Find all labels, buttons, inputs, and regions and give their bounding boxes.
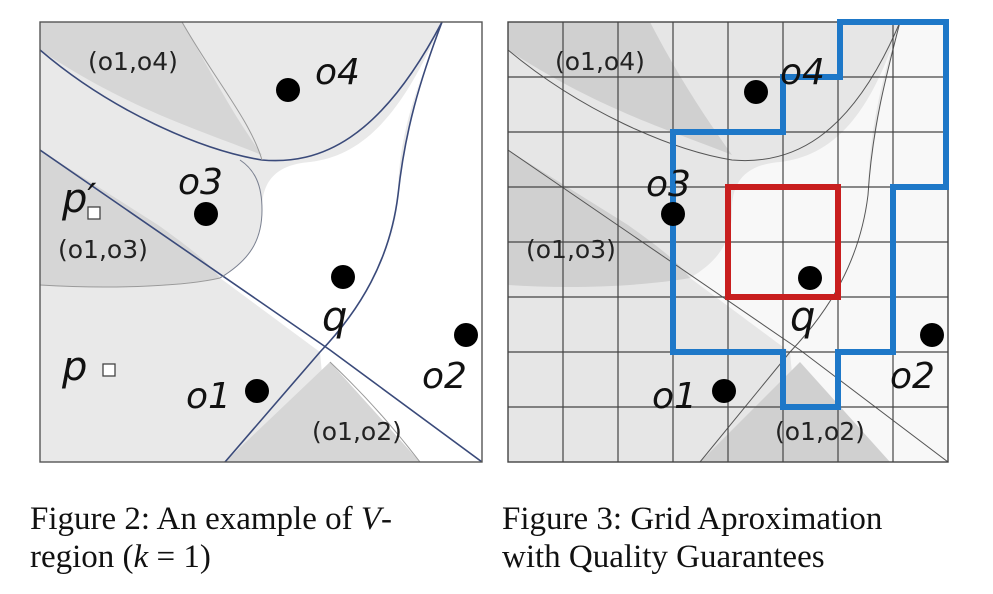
fig2-caption-k: k — [133, 539, 149, 575]
fig2-label-o2: o2 — [422, 356, 467, 397]
fig3-label-o1: o1 — [652, 376, 697, 417]
fig3-label-o1-o4: (o1,o4) — [555, 47, 645, 76]
fig2-frame — [39, 21, 483, 463]
fig2-point-o3 — [194, 202, 218, 226]
fig2-region-o1-o4 — [40, 22, 262, 155]
fig3-boundary-o4 — [508, 22, 901, 162]
fig2-boundary-q — [224, 22, 443, 462]
fig2-faint-curve-1 — [181, 22, 263, 161]
fig2-faint-curve-3 — [329, 361, 421, 462]
fig2-point-o1 — [245, 379, 269, 403]
fig3-label-q: q — [790, 294, 815, 340]
fig2-caption-line2-prefix: region ( — [30, 539, 134, 575]
fig2-caption: Figure 2: An example of V- region (k = 1… — [30, 500, 492, 576]
fig2-region-o1-o2 — [225, 362, 420, 462]
fig3-frame — [507, 21, 949, 463]
fig3-boundary-q — [699, 22, 901, 462]
fig3-label-o3: o3 — [646, 164, 691, 205]
fig3-region-o1-o2 — [700, 362, 890, 462]
fig2-v-region-inner — [220, 22, 442, 352]
fig3-label-o4: o4 — [780, 52, 825, 93]
fig3-caption-line2: with Quality Guarantees — [502, 539, 825, 575]
fig2-label-o1: o1 — [186, 376, 231, 417]
fig2-label-p-prime: p′ — [61, 176, 96, 222]
fig3-label-o1-o2: (o1,o2) — [775, 417, 865, 446]
fig3-red-square — [725, 184, 841, 300]
fig3-point-q — [798, 266, 822, 290]
fig2-boundary-o3-lens — [219, 159, 263, 279]
fig2-caption-v: V — [360, 501, 382, 537]
figure-2 — [40, 22, 482, 462]
fig2-point-q — [331, 265, 355, 289]
fig2-caption-suffix: - — [381, 501, 393, 537]
fig2-label-o1-o3: (o1,o3) — [58, 235, 148, 264]
fig2-caption-line2-suffix: = 1) — [148, 539, 211, 575]
fig2-point-o4 — [276, 78, 300, 102]
fig2-label-p: p — [61, 344, 87, 390]
fig3-label-o1-o3: (o1,o3) — [526, 235, 616, 264]
fig3-point-o3 — [661, 202, 685, 226]
fig3-region-o1-o4 — [508, 22, 732, 155]
fig2-faint-curve-2 — [40, 277, 221, 288]
fig2-label-o1-o4: (o1,o4) — [88, 47, 178, 76]
fig2-label-q: q — [322, 294, 347, 340]
fig3-point-o4 — [744, 80, 768, 104]
fig3-blue-outline — [670, 19, 949, 410]
fig3-region-o1-o3 — [508, 150, 690, 288]
fig3-label-o2: o2 — [890, 356, 935, 397]
fig2-boundary-o4 — [40, 22, 443, 162]
fig2-point-o2 — [454, 323, 478, 347]
fig2-point-p — [102, 363, 116, 377]
fig2-v-region — [320, 22, 482, 462]
fig2-point-p-prime — [87, 206, 101, 220]
fig3-point-o2 — [920, 323, 944, 347]
fig2-label-o3: o3 — [178, 162, 223, 203]
fig2-label-o1-o2: (o1,o2) — [312, 417, 402, 446]
fig2-label-o4: o4 — [315, 52, 360, 93]
fig3-caption-line1: Figure 3: Grid Aproximation — [502, 501, 883, 537]
fig3-point-o1 — [712, 379, 736, 403]
fig2-region-o1-o3 — [40, 150, 220, 288]
fig3-caption: Figure 3: Grid Aproximation with Quality… — [502, 500, 972, 576]
fig2-boundary-o3 — [40, 149, 482, 462]
fig2-caption-prefix: Figure 2: An example of — [30, 501, 361, 537]
fig3-boundary-o3 — [508, 149, 948, 462]
